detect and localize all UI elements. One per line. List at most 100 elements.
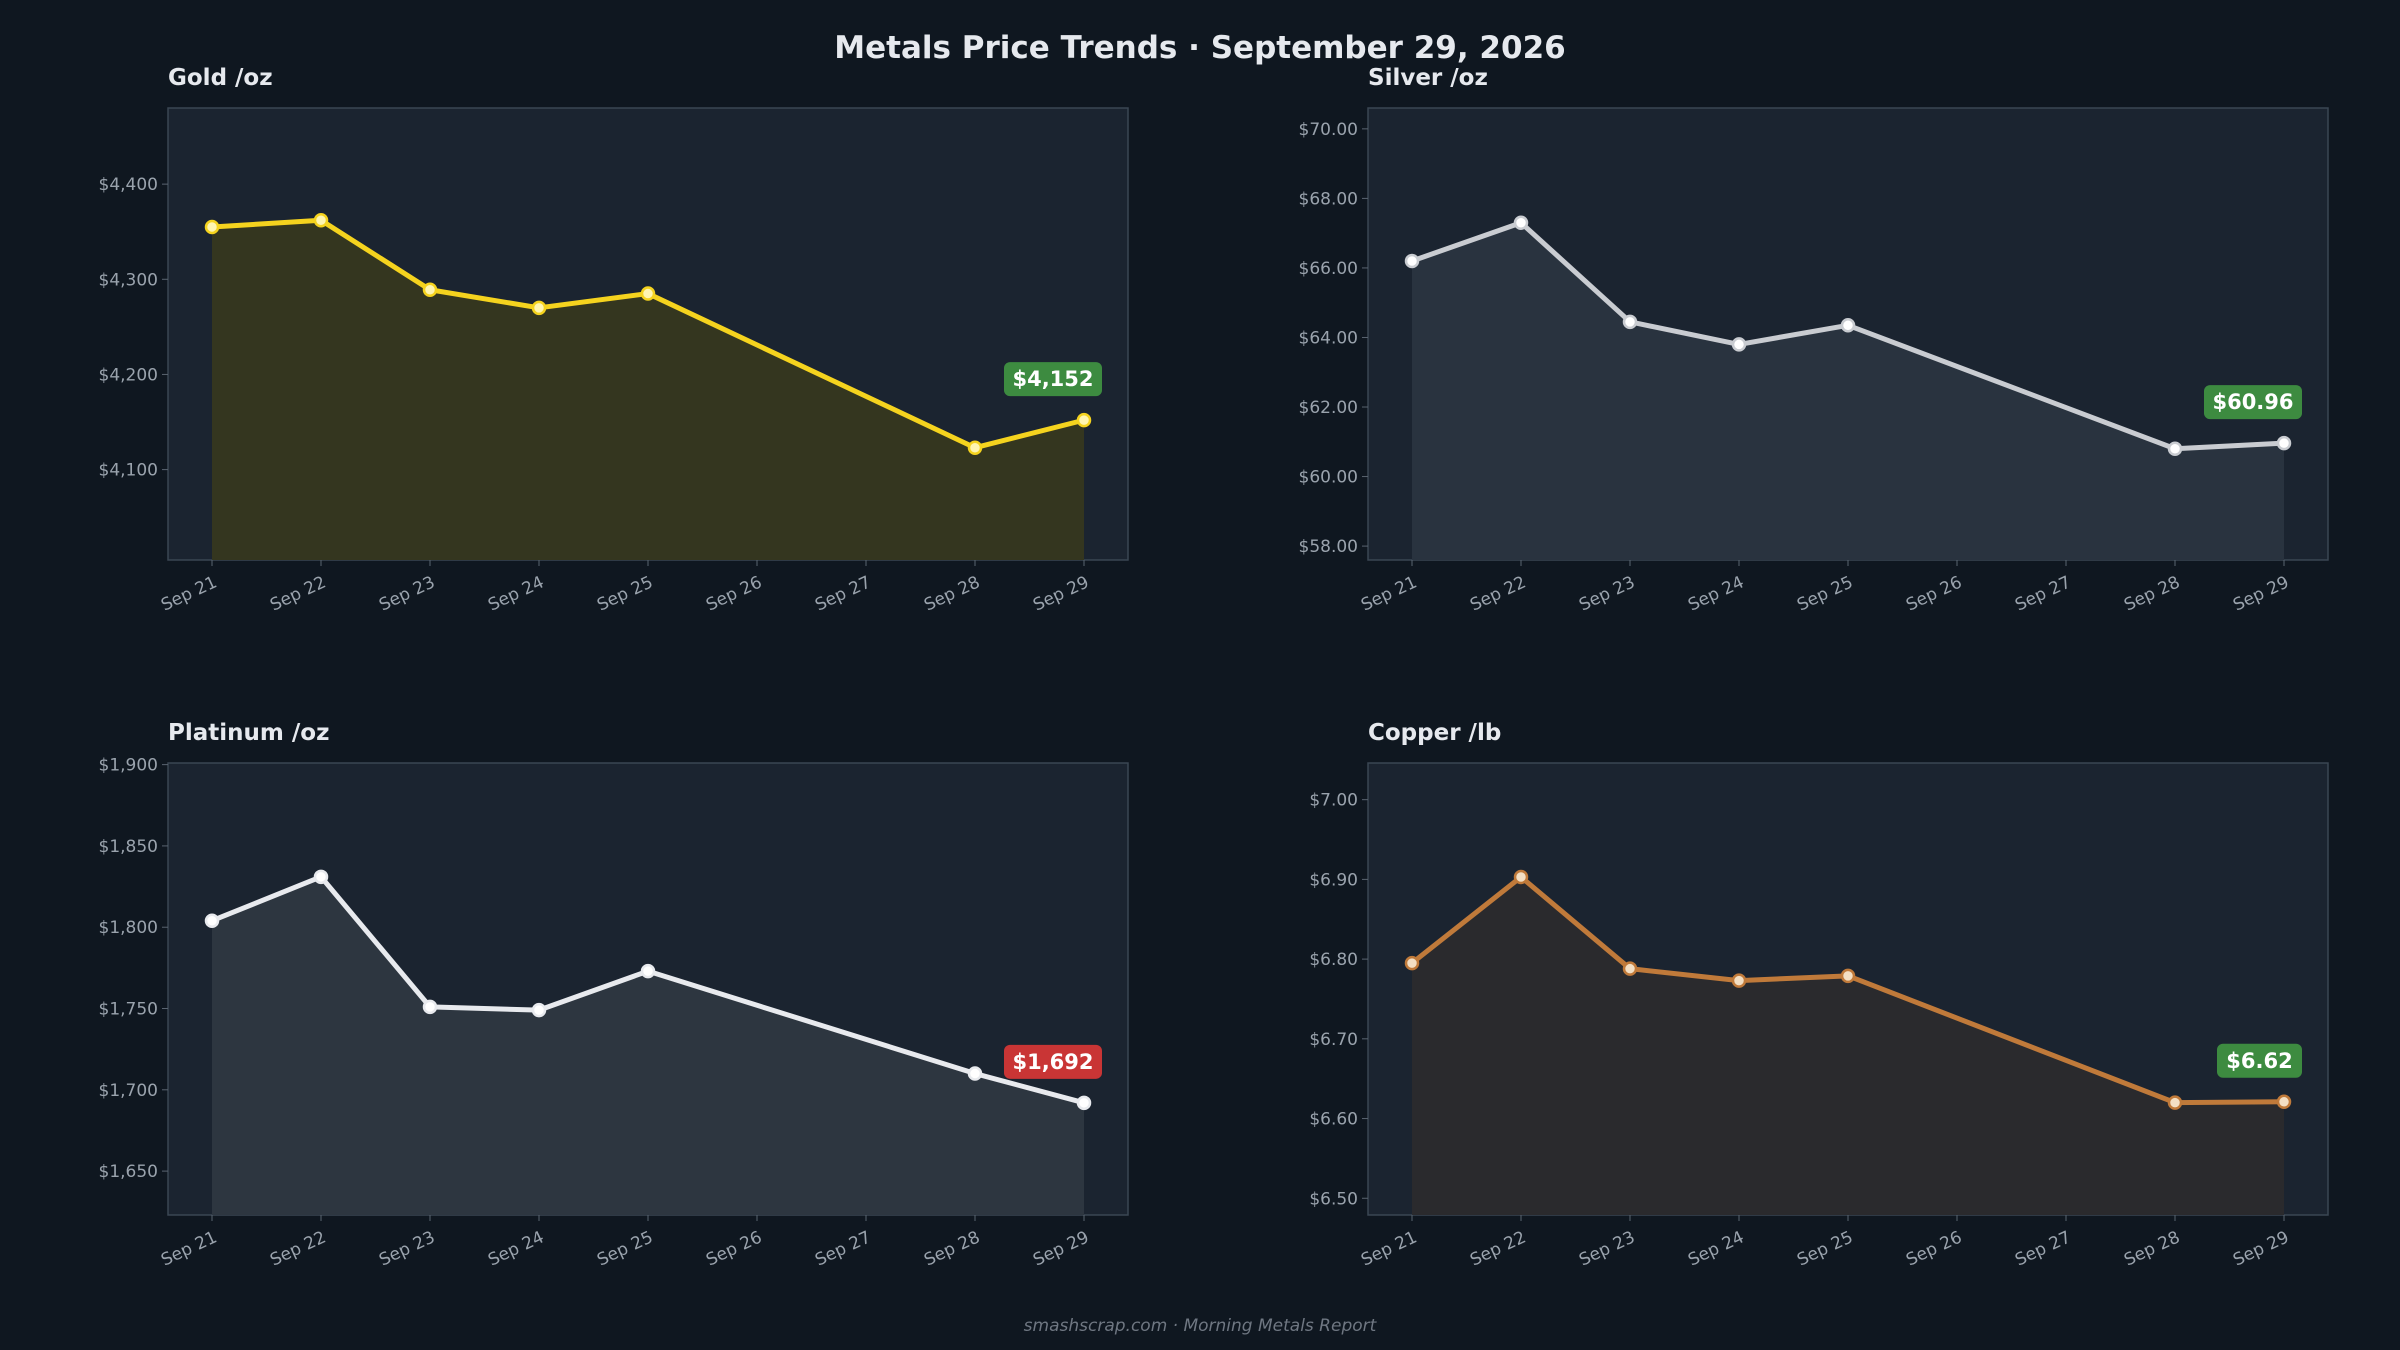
silver-chart: $58.00 $60.00 $62.00 $64.00 $66.00 $68.00 $70.… <box>1299 107 2329 615</box>
gold-xtick-label: Sep 23 <box>376 572 438 615</box>
gold-data-point <box>204 219 220 235</box>
platinum-data-point <box>313 869 329 885</box>
platinum-chart-title: Platinum /oz <box>168 720 330 746</box>
copper-ytick-label: $6.80 <box>1309 950 1358 970</box>
gold-xtick-label: Sep 21 <box>158 572 220 615</box>
platinum-ytick-label: $1,750 <box>99 1000 158 1020</box>
silver-xtick-label: Sep 29 <box>2230 572 2292 615</box>
gold-xtick-label: Sep 25 <box>594 572 656 615</box>
silver-price-badge <box>2204 385 2302 420</box>
silver-data-point <box>2167 441 2183 456</box>
copper-xtick-label: Sep 28 <box>2121 1227 2183 1270</box>
silver-data-point <box>2276 435 2292 451</box>
page-title: Metals Price Trends · September 29, 2026 <box>834 30 1566 66</box>
silver-price-badge-label: $60.96 <box>2212 390 2293 414</box>
platinum-area-fill <box>212 876 1084 1215</box>
platinum-ytick-label: $1,850 <box>99 837 158 857</box>
platinum-ytick-label: $1,700 <box>99 1081 158 1101</box>
silver-ytick-label: $58.00 <box>1299 537 1358 557</box>
silver-ytick-label: $64.00 <box>1299 328 1358 348</box>
copper-xtick-label: Sep 26 <box>1903 1227 1965 1270</box>
silver-data-point <box>1404 253 1420 269</box>
platinum-xtick-label: Sep 23 <box>376 1227 438 1270</box>
platinum-data-point <box>967 1066 983 1081</box>
gold-data-point <box>1076 412 1092 428</box>
silver-ytick-label: $60.00 <box>1299 468 1358 488</box>
platinum-xtick-label: Sep 29 <box>1030 1227 1092 1270</box>
gold-data-point <box>967 440 983 455</box>
copper-data-point <box>2167 1095 2183 1110</box>
silver-xtick-label: Sep 24 <box>1685 572 1747 615</box>
gold-data-point <box>422 282 438 298</box>
silver-data-point <box>1731 337 1747 352</box>
silver-ytick-label: $66.00 <box>1299 259 1358 279</box>
gold-data-point <box>313 213 329 228</box>
copper-data-point <box>1840 968 1856 984</box>
copper-data-point <box>1622 961 1638 976</box>
gold-ytick-label: $4,300 <box>99 270 158 290</box>
gold-ytick-label: $4,400 <box>99 175 158 195</box>
gold-ytick-label: $4,100 <box>99 461 158 481</box>
gold-xtick-label: Sep 27 <box>812 572 874 615</box>
silver-xtick-label: Sep 25 <box>1794 572 1856 615</box>
footer-credit: smashscrap.com · Morning Metals Report <box>1023 1316 1377 1336</box>
copper-xtick-label: Sep 22 <box>1467 1227 1529 1270</box>
copper-xtick-label: Sep 23 <box>1576 1227 1638 1270</box>
platinum-price-badge <box>1004 1044 1102 1079</box>
gold-xtick-label: Sep 26 <box>703 572 765 615</box>
copper-data-point <box>1513 869 1529 885</box>
platinum-data-point <box>204 913 220 928</box>
copper-ytick-label: $6.70 <box>1309 1030 1358 1050</box>
platinum-price-badge-label: $1,692 <box>1012 1050 1093 1074</box>
gold-chart-title: Gold /oz <box>168 65 273 91</box>
platinum-chart: $1,650 $1,700 $1,750 $1,800 $1,850 $1,900 Sep … <box>99 756 1129 1270</box>
silver-xtick-label: Sep 26 <box>1903 572 1965 615</box>
silver-data-point <box>1840 318 1856 333</box>
silver-ytick-label: $62.00 <box>1299 398 1358 418</box>
platinum-data-point <box>531 1002 547 1018</box>
platinum-xtick-label: Sep 27 <box>812 1227 874 1270</box>
copper-price-badge <box>2217 1043 2302 1078</box>
silver-ytick-label: $70.00 <box>1299 120 1358 140</box>
gold-data-point <box>531 300 547 316</box>
copper-price-badge-label: $6.62 <box>2226 1049 2292 1073</box>
gold-ytick-label: $4,200 <box>99 365 158 385</box>
platinum-ytick-label: $1,650 <box>99 1162 158 1182</box>
gold-xtick-label: Sep 24 <box>485 572 547 615</box>
gold-price-badge <box>1004 362 1102 397</box>
gold-xtick-label: Sep 22 <box>267 572 329 615</box>
platinum-ytick-label: $1,900 <box>99 756 158 776</box>
gold-data-point <box>640 286 656 301</box>
platinum-xtick-label: Sep 24 <box>485 1227 547 1270</box>
copper-area-fill <box>1412 876 2284 1215</box>
copper-xtick-label: Sep 29 <box>2230 1227 2292 1270</box>
silver-xtick-label: Sep 28 <box>2121 572 2183 615</box>
copper-xtick-label: Sep 21 <box>1358 1227 1420 1270</box>
platinum-xtick-label: Sep 26 <box>703 1227 765 1270</box>
copper-ytick-label: $6.90 <box>1309 870 1358 890</box>
platinum-xtick-label: Sep 25 <box>594 1227 656 1270</box>
copper-data-point <box>1404 955 1420 971</box>
silver-xtick-label: Sep 27 <box>2012 572 2074 615</box>
silver-xtick-label: Sep 23 <box>1576 572 1638 615</box>
copper-xtick-label: Sep 24 <box>1685 1227 1747 1270</box>
platinum-data-point <box>422 999 438 1015</box>
silver-ytick-label: $68.00 <box>1299 189 1358 209</box>
silver-data-point <box>1513 215 1529 230</box>
platinum-data-point <box>1076 1095 1092 1111</box>
platinum-ytick-label: $1,800 <box>99 918 158 938</box>
platinum-xtick-label: Sep 28 <box>921 1227 983 1270</box>
silver-chart-title: Silver /oz <box>1368 65 1488 91</box>
gold-chart: $4,100 $4,200 $4,300 $4,400 Sep 21 Sep 22 Sep … <box>99 107 1129 615</box>
silver-data-point <box>1622 314 1638 330</box>
copper-ytick-label: $6.60 <box>1309 1110 1358 1130</box>
platinum-xtick-label: Sep 22 <box>267 1227 329 1270</box>
copper-chart: $6.50 $6.60 $6.70 $6.80 $6.90 $7.00 Sep 21 Sep … <box>1309 762 2329 1270</box>
gold-price-badge-label: $4,152 <box>1012 367 1093 391</box>
copper-data-point <box>2276 1094 2292 1110</box>
platinum-xtick-label: Sep 21 <box>158 1227 220 1270</box>
copper-data-point <box>1731 973 1747 988</box>
copper-xtick-label: Sep 27 <box>2012 1227 2074 1270</box>
silver-xtick-label: Sep 22 <box>1467 572 1529 615</box>
